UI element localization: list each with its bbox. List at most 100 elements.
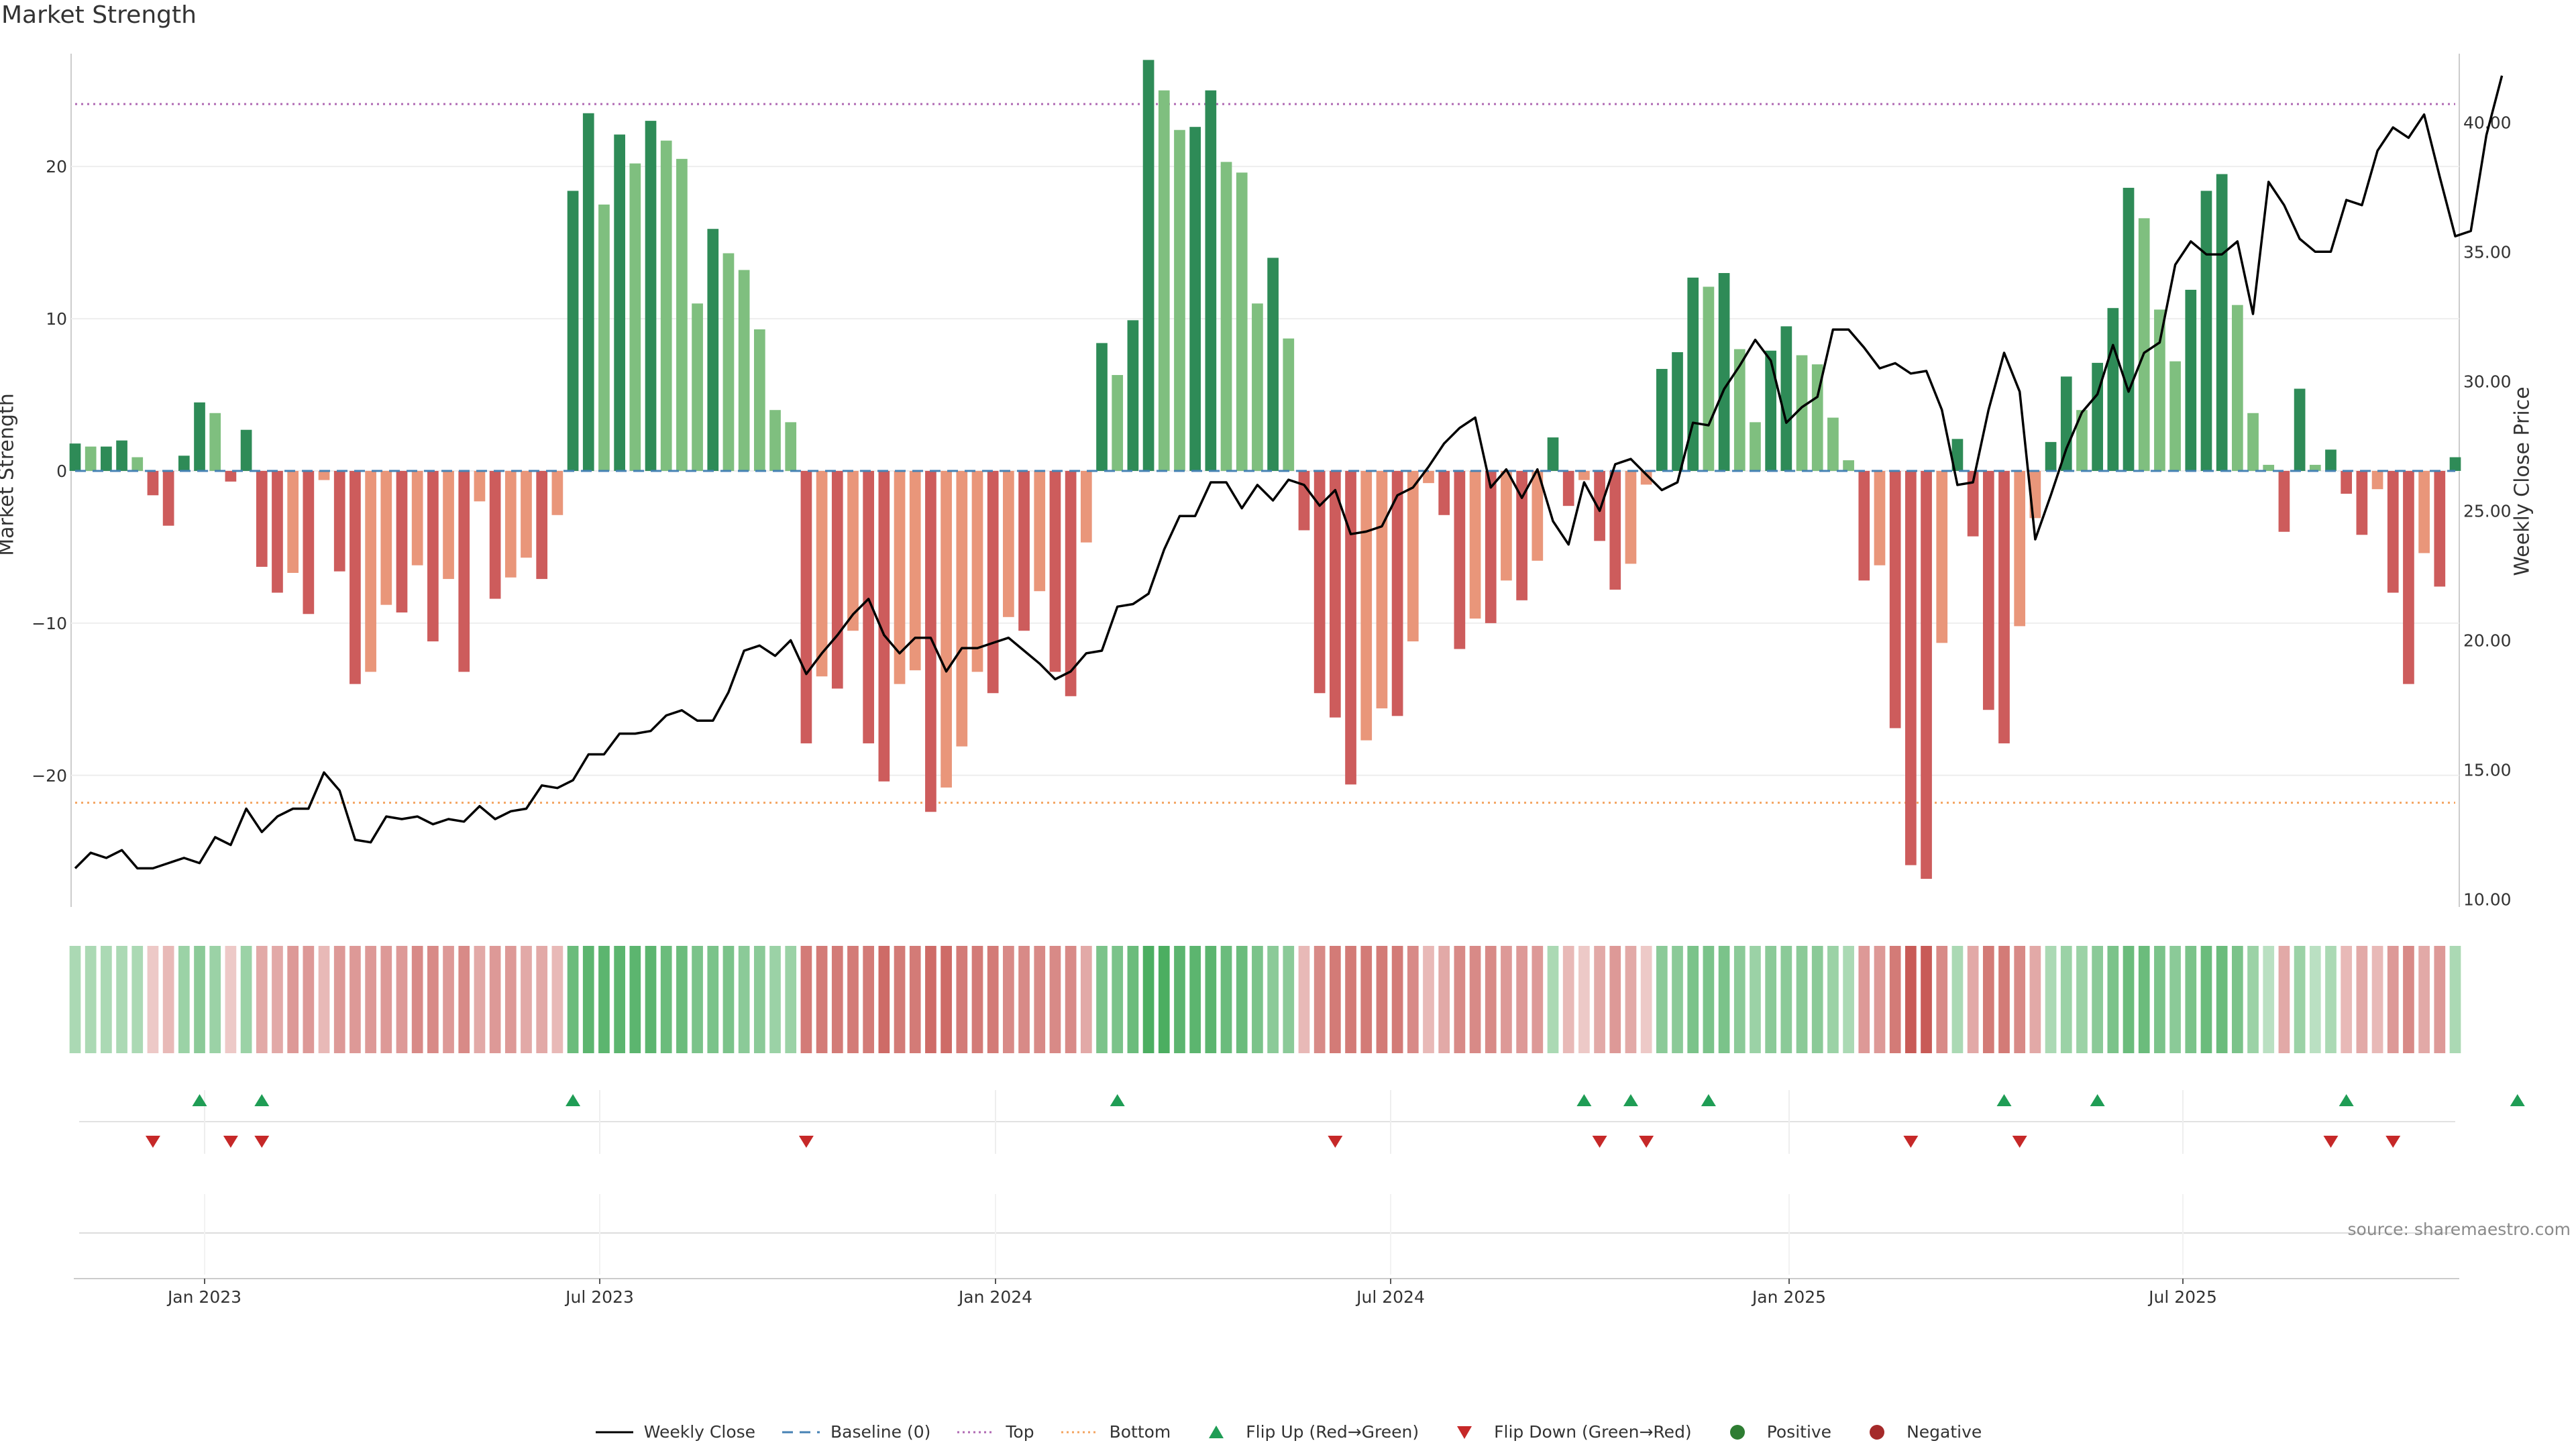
strength-bar: [909, 470, 921, 671]
heat-strip-cell: [1562, 946, 1574, 1053]
strength-bar: [427, 470, 439, 642]
y-tick-label: −10: [32, 614, 67, 633]
flip-down-marker: [2012, 1136, 2027, 1148]
strength-bar: [582, 113, 594, 471]
heat-strip-cell: [1843, 946, 1854, 1053]
strength-bar: [863, 470, 875, 744]
strength-bar: [2263, 464, 2275, 471]
flip-up-marker: [2510, 1094, 2525, 1106]
heat-strip-cell: [2076, 946, 2088, 1053]
strength-bar: [2154, 309, 2165, 471]
strength-bar: [1205, 90, 1217, 471]
strength-bar: [1780, 326, 1792, 471]
heat-strip-cell: [971, 946, 983, 1053]
strength-bar: [1936, 470, 1948, 643]
strength-bar: [1765, 350, 1777, 471]
heat-strip-cell: [753, 946, 765, 1053]
heat-strip-cell: [504, 946, 517, 1053]
strength-bar: [925, 470, 936, 812]
strength-bar: [1391, 470, 1403, 716]
strength-bar: [2045, 441, 2057, 471]
heat-strip-cell: [2231, 946, 2243, 1053]
strength-bar: [738, 270, 750, 471]
strength-bar: [178, 455, 190, 471]
heat-strip-cell: [1142, 946, 1155, 1053]
strength-bar: [2216, 174, 2228, 471]
strength-bar: [1174, 129, 1185, 471]
heat-strip-cell: [1018, 946, 1030, 1053]
heat-strip-cell: [2185, 946, 2197, 1053]
heat-strip-cell: [551, 946, 564, 1053]
flip-up-marker: [254, 1094, 270, 1106]
flip-up-marker: [2339, 1094, 2354, 1106]
heat-strip-cell: [1858, 946, 1870, 1053]
flip-down-marker: [1903, 1136, 1919, 1148]
legend-label: Negative: [1907, 1422, 1982, 1442]
strength-bar: [1142, 60, 1155, 471]
heat-strip-cell: [1034, 946, 1046, 1053]
strength-bar: [2185, 289, 2197, 471]
strength-bar: [1018, 470, 1030, 631]
flip-up-marker: [566, 1094, 581, 1106]
strength-bar: [2138, 218, 2150, 471]
heat-strip-cell: [178, 946, 190, 1053]
heat-strip-cell: [707, 946, 719, 1053]
strength-bar: [1096, 343, 1108, 471]
heat-strip-cell: [645, 946, 657, 1053]
heat-strip-cell: [2434, 946, 2446, 1053]
strength-bar: [1811, 364, 1823, 471]
weekly-close-line: [74, 75, 2504, 870]
flip-down-marker: [1328, 1136, 1343, 1148]
strength-bar: [1921, 470, 1932, 879]
x-tick-label: Jul 2023: [564, 1287, 634, 1307]
x-tick-label: Jul 2024: [1355, 1287, 1425, 1307]
legend-negative: Negative: [1857, 1422, 1982, 1442]
x-tick-label: Jan 2025: [1751, 1287, 1826, 1307]
strength-bar: [2309, 464, 2321, 471]
heat-strip-cell: [1578, 946, 1590, 1053]
heat-strip-cell: [1174, 946, 1185, 1053]
strength-bar: [614, 134, 625, 471]
heat-strip-cell: [1501, 946, 1512, 1053]
flip-up-marker: [1576, 1094, 1592, 1106]
heat-strip-cell: [1780, 946, 1792, 1053]
strength-bar: [116, 440, 127, 471]
heat-strip-cell: [2216, 946, 2228, 1053]
heat-strip-cell: [1469, 946, 1481, 1053]
heat-strip-cell: [474, 946, 486, 1053]
strength-bar: [2247, 413, 2259, 471]
strength-bar: [194, 402, 205, 471]
heat-strip-cell: [785, 946, 797, 1053]
heat-strip-cell: [131, 946, 144, 1053]
strength-bar: [878, 470, 890, 782]
heat-strip-cell: [2356, 946, 2368, 1053]
strength-bar: [474, 470, 486, 502]
legend-label: Baseline (0): [830, 1422, 931, 1442]
heat-strip-cell: [1127, 946, 1139, 1053]
y-tick-label: 0: [56, 462, 67, 481]
strength-bar: [1485, 470, 1497, 623]
heat-strip-cell: [878, 946, 890, 1053]
heat-strip-cell: [2029, 946, 2041, 1053]
strength-bar: [225, 470, 237, 482]
heat-strip-cell: [333, 946, 345, 1053]
strength-bar: [1423, 470, 1434, 484]
heat-strip-cell: [925, 946, 936, 1053]
strength-bar: [2060, 376, 2072, 471]
heat-strip-cell: [1811, 946, 1823, 1053]
flip-down-marker: [254, 1136, 270, 1148]
heat-strip-cell: [1874, 946, 1886, 1053]
legend-bottom: Bottom: [1060, 1422, 1171, 1442]
heat-strip-cell: [1672, 946, 1683, 1053]
heat-strip-cell: [1532, 946, 1544, 1053]
x-tick-label: Jul 2025: [2147, 1287, 2217, 1307]
heat-strip-cell: [2045, 946, 2057, 1053]
heat-strip-cell: [1158, 946, 1170, 1053]
strength-bar: [411, 470, 423, 566]
strength-bar: [131, 457, 144, 471]
heat-strip-cell: [1252, 946, 1263, 1053]
legend-label: Positive: [1766, 1422, 1832, 1442]
heat-strip-cell: [256, 946, 268, 1053]
heat-strip-cell: [1703, 946, 1715, 1053]
heat-strip-cell: [458, 946, 470, 1053]
